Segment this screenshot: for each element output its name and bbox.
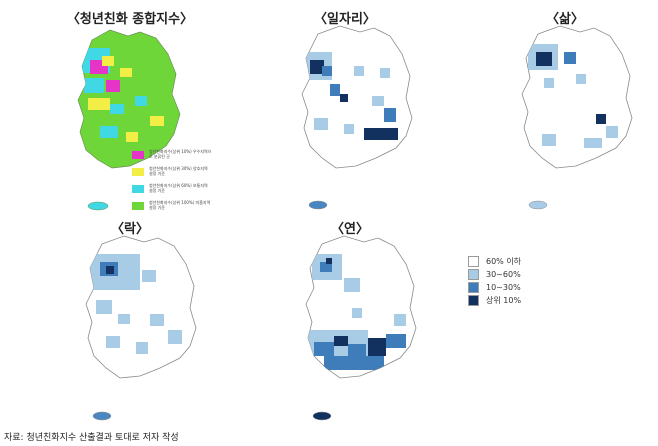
map-panel-life: 〈삶〉 (480, 8, 650, 213)
korea-map-composite (77, 29, 181, 211)
map-panel-connection: 〈연〉 (260, 218, 440, 428)
composite-legend-item: 청년친화지수(상위 60%) 보통지역 설정 기준 (132, 183, 212, 193)
korea-map-leisure (85, 235, 197, 421)
composite-legend-item: 청년친화지수(상위 10%) 우수지역으로 분류된 곳 (132, 149, 212, 159)
legend-item: 상위 10% (468, 294, 578, 306)
legend-swatch (468, 255, 479, 267)
composite-legend-item: 청년친화지수(상위 30%) 양호지역 설정 기준 (132, 166, 212, 176)
legend-label: 상위 10% (486, 295, 522, 305)
legend-item: 30~60% (468, 268, 578, 280)
map-legend: 60% 이하 30~60% 10~30% 상위 10% (468, 255, 578, 307)
legend-label: 10~30% (486, 282, 521, 292)
legend-label: 30~60% (486, 269, 521, 279)
map-panel-jobs: 〈일자리〉 (260, 8, 430, 213)
composite-legend-item: 청년친화지수(상위 100%) 미흡지역 설정 기준 (132, 200, 212, 210)
legend-label: 60% 이하 (486, 256, 522, 266)
map-panel-leisure: 〈락〉 (40, 218, 220, 428)
jeju-island (308, 200, 328, 210)
korea-map-jobs (301, 25, 413, 210)
jeju-island (87, 201, 109, 211)
legend-swatch (468, 281, 479, 293)
map-title-leisure: 〈락〉 (111, 222, 149, 237)
jeju-island (92, 411, 112, 421)
map-title-composite: 〈청년친화 종합지수〉 (66, 12, 194, 27)
map-title-connection: 〈연〉 (331, 222, 369, 237)
legend-swatch (468, 268, 479, 280)
korea-map-life (521, 25, 633, 210)
jeju-island (312, 411, 332, 421)
legend-swatch (468, 294, 479, 306)
composite-legend: 청년친화지수(상위 10%) 우수지역으로 분류된 곳 청년친화지수(상위 30… (132, 149, 212, 218)
jeju-island (528, 200, 548, 210)
legend-item: 10~30% (468, 281, 578, 293)
source-note: 자료: 청년친화지수 산출결과 토대로 저자 작성 (4, 433, 179, 443)
legend-item: 60% 이하 (468, 255, 578, 267)
map-title-jobs: 〈일자리〉 (314, 12, 376, 27)
map-panel-composite: 〈청년친화 종합지수〉 (40, 8, 220, 218)
map-title-life: 〈삶〉 (546, 12, 584, 27)
korea-map-connection (305, 235, 417, 421)
